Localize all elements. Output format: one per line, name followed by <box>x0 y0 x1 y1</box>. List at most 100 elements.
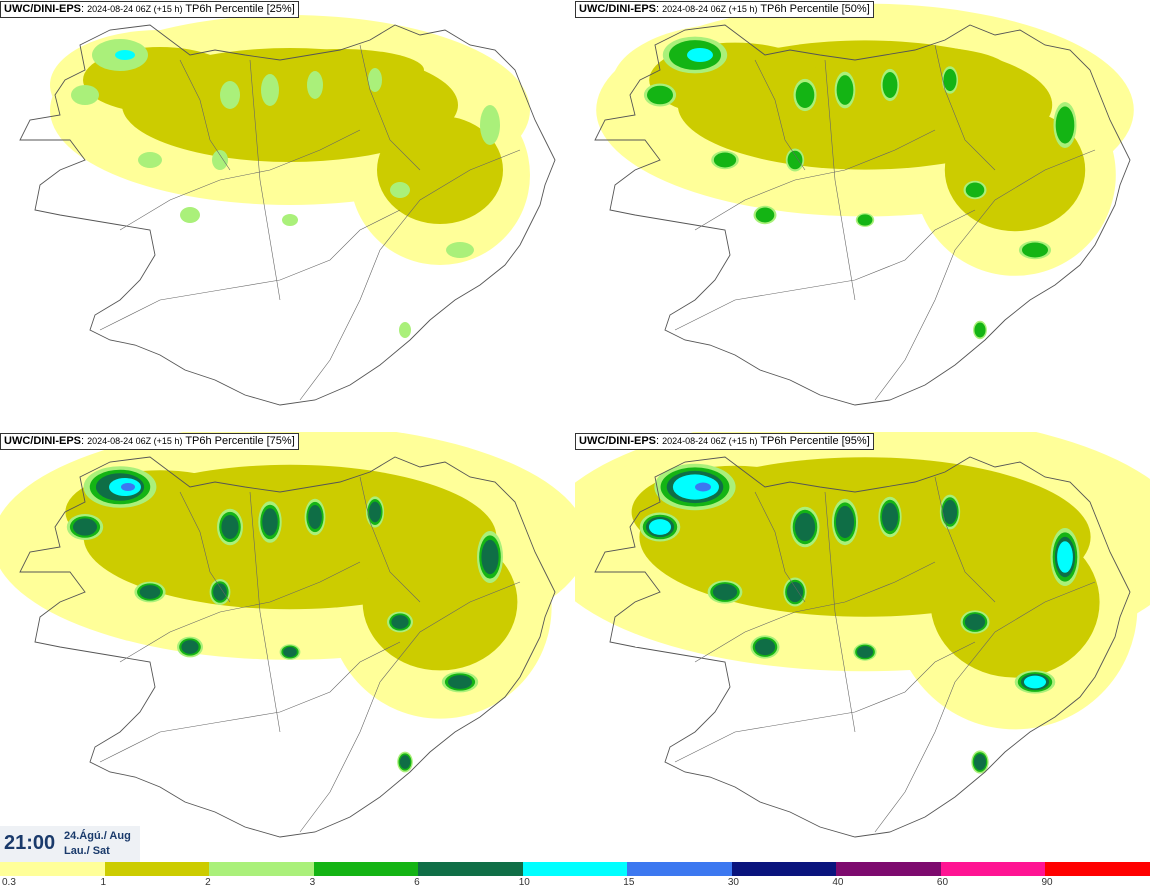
precip-core <box>648 519 672 535</box>
legend-color-bar <box>0 862 1150 876</box>
legend-swatch <box>731 862 837 876</box>
precip-core <box>1057 541 1073 573</box>
precip-core <box>755 207 775 223</box>
valid-time: 21:00 <box>4 832 56 854</box>
precip-core <box>646 85 674 105</box>
precip-core <box>220 81 240 109</box>
precip-field <box>596 3 1134 340</box>
road-line <box>754 59 806 171</box>
precip-core <box>307 71 323 99</box>
road-line <box>249 491 281 733</box>
precip-core <box>786 581 804 603</box>
precip-field <box>0 432 575 773</box>
precip-core <box>308 504 322 530</box>
precip-core <box>856 645 874 659</box>
panel-title: UWC/DINI-EPS: 2024-08-24 06Z (+15 h) TP6… <box>0 1 299 18</box>
precip-core <box>72 518 98 536</box>
precip-core <box>964 613 986 631</box>
precip-core <box>180 207 200 223</box>
precip-core <box>881 502 899 532</box>
precip-core <box>213 583 227 601</box>
precip-core <box>283 646 297 658</box>
legend-tick-label: 6 <box>414 877 420 888</box>
precip-core <box>399 755 411 769</box>
road-line <box>874 149 1096 401</box>
precip-core <box>282 214 298 226</box>
road-line <box>299 581 521 833</box>
road-line <box>179 59 231 171</box>
precip-map-p25 <box>19 15 556 406</box>
precip-area <box>944 108 1086 232</box>
color-scale-legend: 0.3 1 2 3 6 10 15 30 40 60 90 <box>0 862 1150 891</box>
precip-core <box>181 640 199 654</box>
panel-title: UWC/DINI-EPS: 2024-08-24 06Z (+15 h) TP6… <box>575 1 874 18</box>
precip-core <box>71 85 99 105</box>
road-line <box>99 641 401 763</box>
precip-core <box>857 214 873 226</box>
precip-core <box>115 50 135 60</box>
precip-field <box>575 432 1150 774</box>
map-panel-p75: UWC/DINI-EPS: 2024-08-24 06Z (+15 h) TP6… <box>0 432 575 862</box>
road-line <box>119 561 361 663</box>
precip-core <box>1055 106 1075 144</box>
precip-core <box>261 74 279 106</box>
precip-map-p75 <box>0 432 575 838</box>
road-line <box>359 476 421 603</box>
precip-core <box>695 482 711 492</box>
precip-core <box>836 75 854 105</box>
coastline <box>594 456 1131 838</box>
precip-core <box>1023 675 1047 689</box>
valid-date-line2: Lau./ Sat <box>64 845 110 857</box>
road-line <box>299 149 521 401</box>
precip-core <box>480 105 500 145</box>
valid-date-line1: 24.Ágú./ Aug <box>64 830 131 842</box>
road-line <box>674 209 976 331</box>
road-line <box>824 59 856 301</box>
precip-core <box>965 182 985 198</box>
panel-title: UWC/DINI-EPS: 2024-08-24 06Z (+15 h) TP6… <box>0 433 299 450</box>
precip-core <box>943 68 957 92</box>
precip-core <box>138 152 162 168</box>
precip-core <box>139 585 161 599</box>
legend-swatch <box>418 862 523 876</box>
precip-core <box>390 182 410 198</box>
road-line <box>874 581 1096 833</box>
legend-swatch <box>836 862 941 876</box>
precip-area <box>802 472 1028 532</box>
precip-core <box>974 322 986 338</box>
legend-swatch <box>522 862 628 876</box>
legend-swatch <box>1045 862 1150 876</box>
road-line <box>359 44 421 171</box>
map-panel-p50: UWC/DINI-EPS: 2024-08-24 06Z (+15 h) TP6… <box>575 0 1150 430</box>
legend-swatch <box>627 862 732 876</box>
legend-tick-label: 1 <box>100 877 107 888</box>
precip-core <box>391 615 409 629</box>
precip-core <box>973 753 987 771</box>
legend-swatch <box>0 862 105 876</box>
road-line <box>179 491 231 603</box>
legend-tick-label: 10 <box>518 877 530 888</box>
legend-swatch <box>313 862 419 876</box>
legend-tick-label: 3 <box>309 877 316 888</box>
precip-field <box>50 15 530 338</box>
legend-tick-label: 2 <box>205 877 211 888</box>
precip-core <box>835 505 855 539</box>
precip-core <box>1021 242 1049 258</box>
precip-core <box>212 150 228 170</box>
coastline <box>19 456 556 838</box>
precip-core <box>221 514 239 540</box>
precip-map-p95 <box>575 432 1150 838</box>
precip-core <box>399 322 411 338</box>
legend-tick-label: 90 <box>1041 877 1053 888</box>
precip-core <box>754 638 776 656</box>
precip-area <box>236 475 444 529</box>
legend-tick-label: 40 <box>832 877 844 888</box>
precip-core <box>121 483 135 491</box>
precip-core <box>687 48 713 62</box>
coastline <box>594 24 1131 406</box>
precip-core <box>882 71 898 99</box>
precip-core <box>942 499 958 525</box>
map-panel-p25: UWC/DINI-EPS: 2024-08-24 06Z (+15 h) TP6… <box>0 0 575 430</box>
precip-core <box>368 68 382 92</box>
legend-tick-labels: 0.3 1 2 3 6 10 15 30 40 60 90 <box>0 876 1150 891</box>
